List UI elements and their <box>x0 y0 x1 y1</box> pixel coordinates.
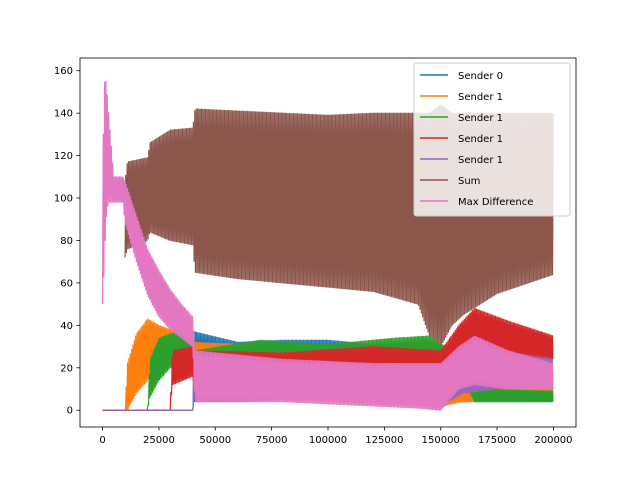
legend-label: Sender 1 <box>458 113 503 124</box>
x-tick-label: 175000 <box>478 435 516 446</box>
x-tick-label: 100000 <box>309 435 347 446</box>
x-tick-label: 75000 <box>256 435 288 446</box>
series-layer <box>101 80 554 411</box>
y-tick-label: 120 <box>54 151 73 162</box>
legend-label: Sender 1 <box>458 155 503 166</box>
y-tick-label: 0 <box>67 406 73 417</box>
y-axis: 0 20 40 60 80 100 120 140 160 <box>54 66 80 417</box>
series-line-maxdiff <box>101 80 554 411</box>
x-tick-label: 0 <box>99 435 105 446</box>
y-tick-label: 160 <box>54 66 73 77</box>
y-tick-label: 100 <box>54 194 73 205</box>
legend-label: Sum <box>458 176 480 187</box>
x-tick-label: 125000 <box>365 435 403 446</box>
series-line-sender1b <box>102 329 554 411</box>
legend-box <box>413 62 571 217</box>
x-tick-label: 200000 <box>534 435 572 446</box>
legend-label: Sender 1 <box>458 92 503 103</box>
y-tick-label: 80 <box>60 236 73 247</box>
y-tick-label: 60 <box>60 278 73 289</box>
x-axis: 0 25000 50000 75000 100000 125000 150000 175000… <box>99 427 573 446</box>
series-line-sender1c <box>102 308 554 411</box>
y-tick-label: 40 <box>60 321 73 332</box>
legend-label: Sender 1 <box>458 134 503 145</box>
x-tick-label: 50000 <box>199 435 231 446</box>
legend-label: Sender 0 <box>458 71 503 82</box>
y-tick-label: 140 <box>54 109 73 120</box>
legend: Sender 0 Sender 1 Sender 1 Sender 1 Sender 1… <box>413 62 571 217</box>
x-tick-label: 150000 <box>422 435 460 446</box>
legend-label: Max Difference <box>458 197 533 208</box>
y-tick-label: 20 <box>60 363 73 374</box>
x-tick-label: 25000 <box>143 435 175 446</box>
